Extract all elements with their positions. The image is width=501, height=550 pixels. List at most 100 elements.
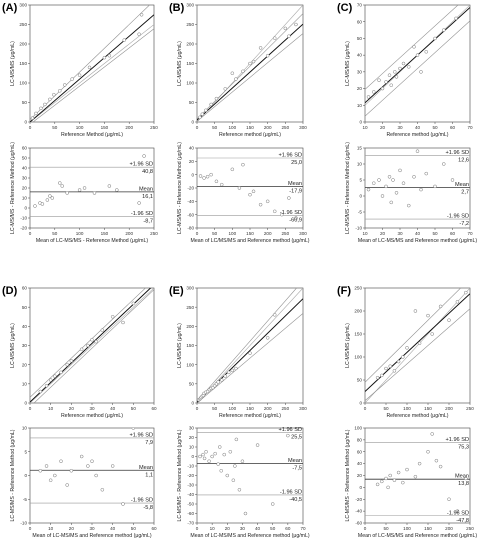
x-tick-label: 200 [264,406,272,411]
y-tick-label: 200 [354,309,362,314]
data-point [424,171,428,176]
plot-content [365,432,470,517]
data-point [131,301,136,306]
x-tick-label: 200 [264,231,272,236]
x-tick-label: 30 [397,125,403,130]
line-label: +1.96 SD [279,153,302,159]
data-point [447,497,451,501]
data-point [205,174,210,179]
line-label: Mean [455,182,469,188]
x-tick-label: 300 [299,406,307,411]
data-point [380,86,385,91]
data-point [87,65,92,70]
y-tick-label: 50 [22,156,28,161]
data-point [405,346,409,350]
x-tick-label: 100 [76,125,84,130]
y-tick-label: 150 [19,61,27,66]
data-point [59,459,63,463]
data-point [386,485,390,490]
y-tick-label: -70 [187,521,194,526]
line-label: -1.96 SD [447,214,469,220]
line-label: -1.96 SD [131,211,153,217]
x-tick-label: 250 [150,125,158,130]
y-tick-label: 10 [357,103,363,108]
y-tick-label: 20 [189,159,195,164]
y-tick-label: 250 [186,22,194,27]
plot-content [197,288,303,403]
plot-frame [29,427,155,524]
x-tick-label: 40 [415,125,421,130]
y-tick-label: 20 [357,473,363,478]
data-point [237,186,242,190]
data-point [401,480,405,485]
data-point [417,461,422,466]
plot-content [365,5,470,117]
y-tick-label: -10 [355,226,362,231]
data-point [419,70,423,74]
y-tick-label: 20 [22,362,28,367]
y-tick-label: -10 [20,521,27,526]
x-tick-label: 60 [450,125,456,130]
y-tick-label: 50 [189,381,195,386]
data-point [219,469,223,473]
data-point [209,102,213,107]
chart-panel-9: 0 50 100 150 200 250 300 0 50 100 150 200 250 300 Refe… [169,285,307,419]
x-axis-label: Reference method (μg/mL) [386,132,448,138]
data-point [50,196,55,200]
data-point [447,318,451,322]
line-label: -1.96 SD [131,498,153,504]
data-point [272,36,277,40]
line-label: -1.96 SD [280,210,302,216]
y-tick-label: 40 [357,53,363,58]
panel-label: (B) [169,2,185,14]
data-point [401,355,405,359]
ci-lower-line [33,289,154,403]
y-tick-label: 0 [359,401,362,406]
x-tick-label: 40 [110,406,116,411]
y-tick-label: 70 [357,3,363,8]
plot-content [197,431,303,516]
plot-content [197,157,303,220]
data-point [30,116,35,120]
data-point [198,115,202,120]
data-point [115,188,119,192]
y-axis-label: LC-MS/MS (μg/mL) [177,323,183,368]
panel-label: (D) [2,285,18,297]
data-point [387,73,392,77]
y-tick-label: 300 [186,3,194,8]
data-point [384,366,388,371]
data-point [384,80,388,84]
data-point [398,66,402,71]
y-tick-label: 40 [22,166,28,171]
data-point [464,290,468,295]
y-tick-label: 20 [189,435,195,440]
data-point [142,154,146,158]
x-tick-label: 0 [196,231,199,236]
x-tick-label: 50 [52,231,58,236]
data-point [265,336,270,340]
x-axis-label: Mean of LC-MS/MS and Reference method (μ… [190,533,309,539]
ci-upper-line [197,13,303,120]
data-point [230,167,235,172]
y-tick-label: 60 [357,449,363,454]
x-tick-label: 40 [255,526,261,531]
y-tick-label: 100 [19,81,27,86]
plot-content [30,288,154,403]
data-point [415,149,420,153]
line-label: +1.96 SD [130,162,153,168]
x-tick-label: 30 [89,526,95,531]
data-point [384,476,388,481]
data-point [207,459,211,463]
y-tick-label: 60 [357,19,363,24]
line-value: 40,8 [142,169,153,175]
y-tick-label: 200 [19,42,27,47]
x-tick-label: 100 [403,526,411,531]
data-point [464,476,468,481]
data-point [34,111,38,116]
data-point [270,502,275,506]
data-point [39,106,43,111]
data-point [92,191,97,195]
y-tick-label: 0 [24,473,27,478]
y-tick-label: 100 [354,426,362,431]
